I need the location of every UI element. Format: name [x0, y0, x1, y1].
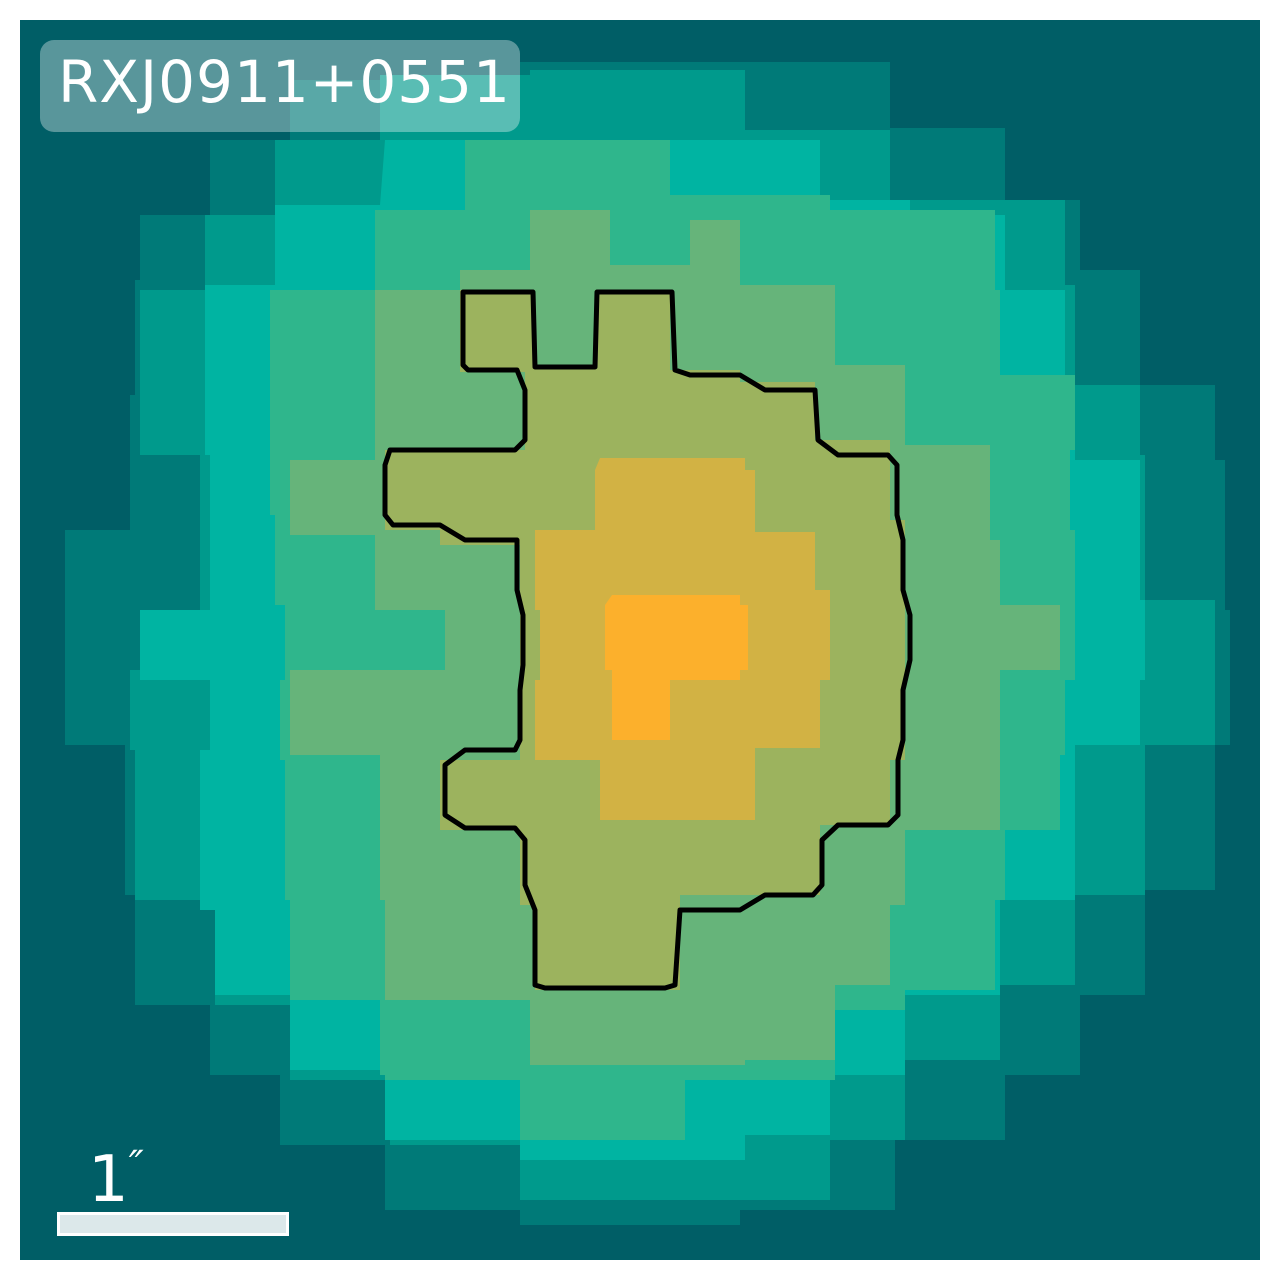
- object-name-label: RXJ0911+0551: [58, 48, 511, 116]
- scale-bar-label: 1″: [88, 1128, 144, 1218]
- emission-level-8: [605, 595, 748, 740]
- scale-bar: [57, 1212, 289, 1236]
- flux-contour-line: [382, 289, 913, 991]
- scale-bar-unit: ″: [128, 1143, 144, 1189]
- object-label-panel: [40, 40, 520, 132]
- scale-bar-value: 1: [88, 1143, 129, 1217]
